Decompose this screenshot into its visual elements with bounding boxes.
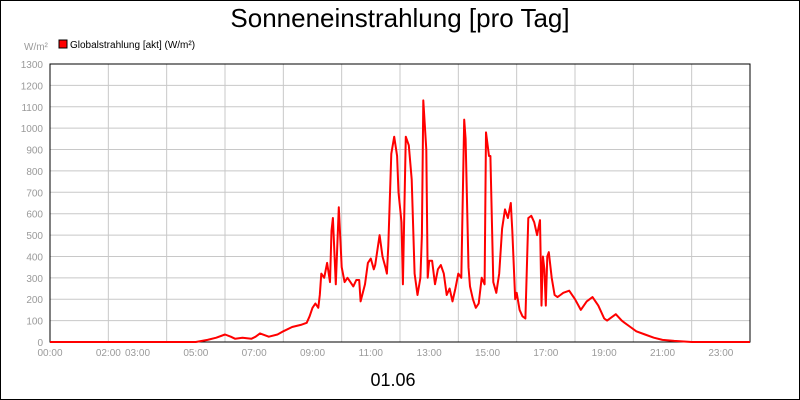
x-tick-label: 02:00	[96, 348, 121, 359]
x-tick-label: 17:00	[533, 348, 558, 359]
grid	[50, 64, 750, 342]
legend: Globalstrahlung [akt] (W/m²)	[58, 39, 195, 51]
x-axis-ticks: 00:00 02:00 03:00 05:00 07:00 09:00 11:00 13:00…	[37, 348, 733, 359]
x-tick-label: 19:00	[592, 348, 617, 359]
y-tick-label: 1300	[21, 60, 44, 71]
legend-swatch	[58, 39, 68, 49]
y-tick-label: 900	[26, 146, 43, 157]
chart-title: Sonneneinstrahlung [pro Tag]	[230, 3, 569, 33]
x-tick-label: 03:00	[125, 348, 150, 359]
y-tick-label: 0	[37, 338, 43, 349]
y-tick-label: 100	[26, 317, 43, 328]
y-tick-label: 1000	[21, 124, 44, 135]
x-tick-label: 23:00	[708, 348, 733, 359]
y-tick-label: 400	[26, 252, 43, 263]
y-tick-label: 1100	[21, 103, 43, 114]
x-tick-label: 13:00	[417, 348, 442, 359]
x-tick-label: 15:00	[475, 348, 500, 359]
x-axis-date-label: 01.06	[370, 370, 415, 390]
y-tick-label: 600	[26, 210, 43, 221]
x-tick-label: 05:00	[183, 348, 208, 359]
series-layer	[50, 99, 750, 343]
legend-label: Globalstrahlung [akt] (W/m²)	[70, 40, 195, 51]
y-tick-label: 700	[26, 188, 43, 199]
x-tick-label: 21:00	[650, 348, 675, 359]
x-tick-label: 00:00	[37, 348, 62, 359]
series-line-globalstrahlung	[50, 99, 750, 343]
y-axis-unit: W/m²	[24, 42, 49, 53]
plot-area-border	[49, 63, 751, 343]
x-tick-label: 11:00	[359, 348, 384, 359]
y-tick-label: 500	[26, 231, 43, 242]
y-tick-label: 200	[26, 295, 43, 306]
x-tick-label: 07:00	[242, 348, 267, 359]
y-tick-label: 1200	[21, 81, 44, 92]
y-tick-label: 300	[26, 274, 43, 285]
y-axis-ticks: 0 100 200 300 400 500 600 700 800 900 1000 1100 1200…	[21, 60, 44, 349]
y-tick-label: 800	[26, 167, 43, 178]
x-tick-label: 09:00	[300, 348, 325, 359]
